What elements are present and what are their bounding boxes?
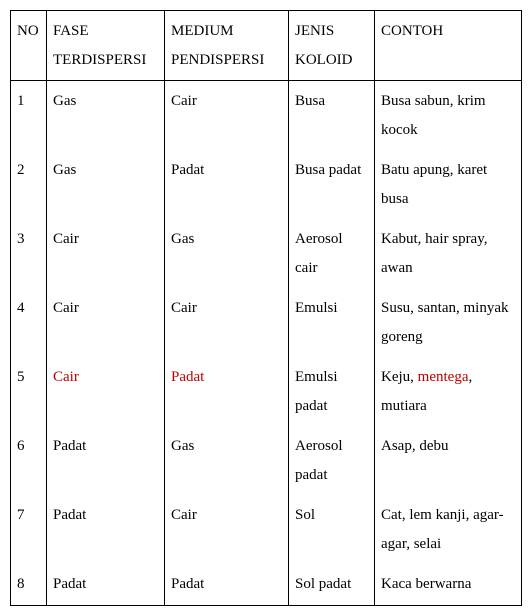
cell-contoh: Kaca berwarna <box>375 564 522 605</box>
cell-text: Padat <box>53 438 86 454</box>
table-row: 2 Gas Padat Busa padat Batu apung, karet bus… <box>11 150 522 219</box>
cell-contoh: Batu apung, karet busa <box>375 150 522 219</box>
cell-text: Gas <box>171 438 194 454</box>
cell-text: Gas <box>53 93 76 109</box>
cell-jenis: Busa padat <box>289 150 375 219</box>
cell-no: 5 <box>11 357 47 426</box>
table-row: 4 Cair Cair Emulsi Susu, santan, minyak gore… <box>11 288 522 357</box>
cell-no: 4 <box>11 288 47 357</box>
cell-no: 2 <box>11 150 47 219</box>
cell-text: Aerosol padat <box>295 438 343 483</box>
cell-jenis: Busa <box>289 81 375 151</box>
cell-text: Cair <box>53 231 79 247</box>
cell-medium: Gas <box>165 219 289 288</box>
cell-text: Kabut, hair spray, awan <box>381 231 488 276</box>
cell-jenis: Emulsi <box>289 288 375 357</box>
cell-fase: Cair <box>47 219 165 288</box>
cell-text: Batu apung, karet busa <box>381 162 487 207</box>
table-row: 6 Padat Gas Aerosol padat Asap, debu <box>11 426 522 495</box>
cell-medium: Padat <box>165 564 289 605</box>
cell-text: Gas <box>53 162 76 178</box>
cell-fase: Padat <box>47 495 165 564</box>
cell-text: Asap, debu <box>381 438 449 454</box>
cell-text: Keju, <box>381 369 418 385</box>
cell-contoh: Cat, lem kanji, agar-agar, selai <box>375 495 522 564</box>
cell-no: 1 <box>11 81 47 151</box>
cell-text: Cair <box>171 300 197 316</box>
cell-text: Padat <box>53 507 86 523</box>
cell-text: Emulsi padat <box>295 369 338 414</box>
cell-text: Busa <box>295 93 325 109</box>
cell-text: Padat <box>171 576 204 592</box>
table-row: 8 Padat Padat Sol padat Kaca berwarna <box>11 564 522 605</box>
table-row: 7 Padat Cair Sol Cat, lem kanji, agar-agar, … <box>11 495 522 564</box>
cell-medium: Cair <box>165 81 289 151</box>
cell-jenis: Sol padat <box>289 564 375 605</box>
cell-jenis: Sol <box>289 495 375 564</box>
cell-text: Cair <box>171 507 197 523</box>
cell-text: Cair <box>171 93 197 109</box>
cell-fase: Padat <box>47 564 165 605</box>
cell-text: Padat <box>53 576 86 592</box>
cell-text: Sol padat <box>295 576 351 592</box>
table-body: 1 Gas Cair Busa Busa sabun, krim kocok 2 Gas Pa… <box>11 81 522 606</box>
cell-text: Kaca berwarna <box>381 576 471 592</box>
cell-text: Aerosol cair <box>295 231 343 276</box>
cell-medium: Cair <box>165 495 289 564</box>
cell-fase: Gas <box>47 81 165 151</box>
col-header-jenis: JENIS KOLOID <box>289 11 375 81</box>
cell-contoh: Susu, santan, minyak goreng <box>375 288 522 357</box>
cell-contoh: Asap, debu <box>375 426 522 495</box>
cell-text: Padat <box>171 162 204 178</box>
cell-text: Cair <box>53 300 79 316</box>
cell-jenis: Emulsi padat <box>289 357 375 426</box>
cell-medium: Padat <box>165 357 289 426</box>
table-header-row: NO FASE TERDISPERSI MEDIUM PENDISPERSI J… <box>11 11 522 81</box>
cell-text: Gas <box>171 231 194 247</box>
cell-no: 3 <box>11 219 47 288</box>
table-row: 3 Cair Gas Aerosol cair Kabut, hair spray, a… <box>11 219 522 288</box>
cell-fase: Cair <box>47 357 165 426</box>
table-row: 5 Cair Padat Emulsi padat Keju, mentega, mut… <box>11 357 522 426</box>
cell-fase: Gas <box>47 150 165 219</box>
highlighted-text: Padat <box>171 369 204 385</box>
cell-text: Susu, santan, minyak goreng <box>381 300 509 345</box>
cell-text: Emulsi <box>295 300 338 316</box>
highlighted-text: mentega <box>418 369 469 385</box>
cell-text: Cat, lem kanji, agar-agar, selai <box>381 507 504 552</box>
cell-text: Sol <box>295 507 315 523</box>
cell-jenis: Aerosol padat <box>289 426 375 495</box>
cell-contoh: Kabut, hair spray, awan <box>375 219 522 288</box>
col-header-no: NO <box>11 11 47 81</box>
cell-text: Busa sabun, krim kocok <box>381 93 486 138</box>
cell-jenis: Aerosol cair <box>289 219 375 288</box>
cell-no: 6 <box>11 426 47 495</box>
cell-text: Busa padat <box>295 162 361 178</box>
cell-medium: Cair <box>165 288 289 357</box>
colloid-table: NO FASE TERDISPERSI MEDIUM PENDISPERSI J… <box>10 10 522 606</box>
highlighted-text: Cair <box>53 369 79 385</box>
cell-no: 8 <box>11 564 47 605</box>
cell-medium: Padat <box>165 150 289 219</box>
col-header-fase: FASE TERDISPERSI <box>47 11 165 81</box>
cell-contoh: Keju, mentega, mutiara <box>375 357 522 426</box>
cell-medium: Gas <box>165 426 289 495</box>
cell-fase: Cair <box>47 288 165 357</box>
cell-fase: Padat <box>47 426 165 495</box>
col-header-medium: MEDIUM PENDISPERSI <box>165 11 289 81</box>
cell-no: 7 <box>11 495 47 564</box>
cell-contoh: Busa sabun, krim kocok <box>375 81 522 151</box>
table-row: 1 Gas Cair Busa Busa sabun, krim kocok <box>11 81 522 151</box>
col-header-contoh: CONTOH <box>375 11 522 81</box>
